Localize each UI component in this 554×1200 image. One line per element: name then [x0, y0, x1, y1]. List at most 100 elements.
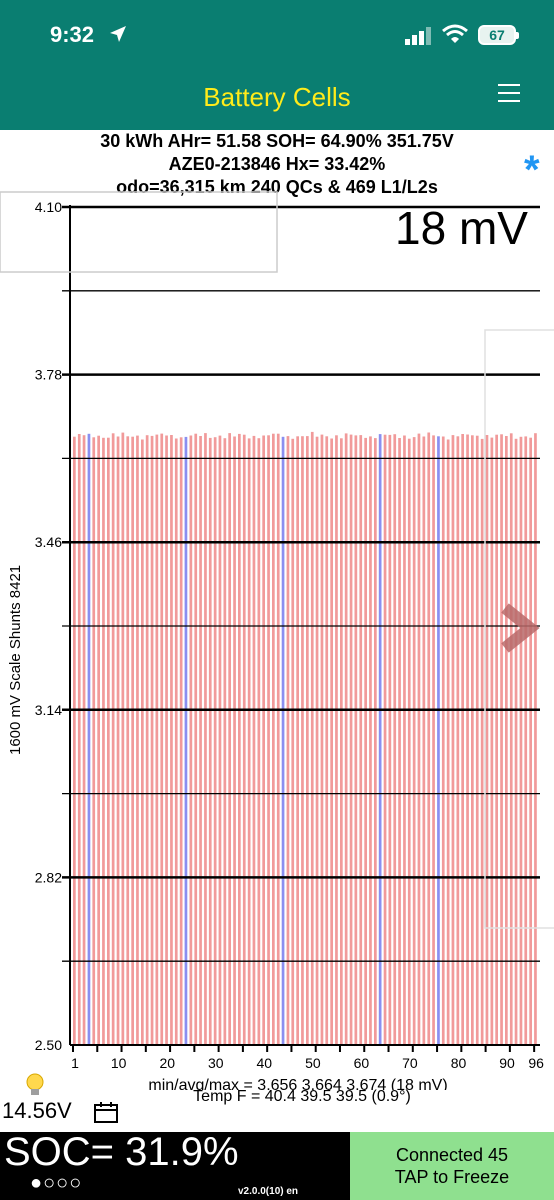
- cell-bar: [514, 438, 518, 1045]
- cell-bar: [310, 431, 314, 1045]
- cell-bar: [189, 435, 193, 1045]
- cell-bar: [213, 437, 217, 1045]
- page-indicator[interactable]: ●○○○: [30, 1172, 83, 1194]
- cell-bar: [97, 435, 100, 1045]
- cell-bar: [374, 438, 377, 1046]
- cell-bar: [398, 438, 401, 1045]
- cell-bar: [170, 435, 173, 1045]
- zoom-box[interactable]: [0, 191, 278, 273]
- cell-bar: [223, 438, 227, 1045]
- cell-bar: [451, 435, 455, 1046]
- cell-bar: [272, 433, 275, 1045]
- cell-bar: [155, 434, 159, 1046]
- x-tick-label: 10: [111, 1055, 127, 1071]
- calendar-icon[interactable]: [94, 1101, 118, 1123]
- cell-bar: [461, 434, 464, 1045]
- cell-bar: [369, 436, 372, 1045]
- cell-bar: [126, 436, 130, 1045]
- cell-bar: [208, 437, 212, 1045]
- cell-bar: [354, 435, 358, 1045]
- cell-bar: [102, 437, 105, 1045]
- aux-voltage: 14.56V: [2, 1098, 72, 1123]
- battery-info: 30 kWh AHr= 51.58 SOH= 64.90% 351.75V AZ…: [0, 130, 554, 199]
- cell-bar: [301, 436, 304, 1045]
- menu-icon[interactable]: [498, 78, 520, 110]
- next-page-area[interactable]: [484, 329, 554, 929]
- lightbulb-icon[interactable]: [24, 1072, 46, 1098]
- cell-bar: [475, 435, 479, 1045]
- x-tick-label: 1: [71, 1055, 79, 1071]
- cell-bar: [393, 434, 397, 1045]
- x-tick-label: 90: [499, 1055, 515, 1071]
- cell-bar: [136, 435, 139, 1046]
- y-tick-label: 3.14: [35, 702, 62, 718]
- cell-bar: [359, 435, 363, 1046]
- cell-bar: [495, 434, 498, 1045]
- x-tick-label: 70: [402, 1055, 418, 1071]
- cell-bar: [441, 436, 445, 1045]
- battery-icon: 67: [478, 25, 519, 45]
- y-tick-label: 3.46: [35, 534, 62, 550]
- cell-bar: [281, 436, 285, 1045]
- y-tick-label: 4.10: [35, 199, 62, 215]
- cell-bar: [519, 436, 523, 1045]
- cell-bar: [145, 435, 149, 1045]
- cell-bar: [509, 433, 513, 1045]
- cell-bar: [87, 433, 91, 1045]
- connect-freeze-button[interactable]: Connected 45 TAP to Freeze: [350, 1132, 554, 1200]
- cell-bar: [233, 436, 236, 1045]
- min-avg-max-stats: min/avg/max = 3.656 3.664 3.674 (18 mV): [148, 1077, 447, 1090]
- cell-bar: [383, 434, 387, 1045]
- cell-bar: [446, 439, 450, 1045]
- cell-bar: [485, 435, 489, 1045]
- soc-value: SOC= 31.9%: [4, 1130, 239, 1174]
- cell-bar: [388, 434, 392, 1045]
- y-tick-label: 2.50: [35, 1037, 62, 1053]
- cell-bar: [403, 435, 406, 1045]
- location-arrow-icon: [110, 26, 126, 42]
- cell-bar: [422, 436, 426, 1045]
- y-tick-label: 2.82: [35, 869, 62, 885]
- x-tick-label: 40: [257, 1055, 273, 1071]
- app-header: Battery Cells: [0, 64, 554, 130]
- cell-bar: [320, 434, 324, 1046]
- cell-bar: [165, 435, 168, 1045]
- cell-voltage-chart[interactable]: 18 mV 1600 mV Scale Shunts 8421 4.10 3.78…: [0, 190, 554, 1090]
- cell-bar: [116, 436, 120, 1045]
- cell-bar: [179, 437, 183, 1045]
- cell-bar: [199, 436, 202, 1045]
- cell-bar: [529, 437, 532, 1045]
- cell-bar: [364, 437, 367, 1045]
- star-icon[interactable]: *: [524, 148, 540, 192]
- cell-bar: [432, 435, 435, 1045]
- cell-bar: [107, 437, 110, 1045]
- cell-bar: [204, 433, 207, 1046]
- cell-bar: [524, 436, 528, 1045]
- cell-bar: [378, 434, 382, 1046]
- info-line-2: AZE0-213846 Hx= 33.42%: [168, 154, 386, 174]
- next-arrow-icon[interactable]: [501, 603, 540, 653]
- cell-bar: [121, 432, 125, 1046]
- cell-bar: [490, 437, 494, 1046]
- x-tick-label: 50: [305, 1055, 321, 1071]
- cell-bar: [296, 436, 299, 1045]
- cell-bar: [238, 433, 241, 1045]
- chart-title: 18 mV: [395, 202, 528, 254]
- cell-bar: [335, 435, 338, 1045]
- cell-bar: [194, 433, 198, 1045]
- cell-bar: [407, 438, 411, 1045]
- cell-bar: [456, 436, 460, 1045]
- cell-bar: [349, 434, 353, 1046]
- cell-bar: [267, 435, 270, 1045]
- cell-bar: [242, 434, 246, 1045]
- cell-bar: [174, 438, 178, 1045]
- cell-bar: [160, 433, 164, 1046]
- info-line-1: 30 kWh AHr= 51.58 SOH= 64.90% 351.75V: [100, 131, 454, 151]
- cell-bar: [505, 436, 508, 1045]
- cell-bar: [480, 438, 484, 1045]
- cell-bar: [247, 438, 251, 1045]
- version-label: v2.0.0(10) en: [238, 1186, 299, 1197]
- cell-bar: [73, 436, 76, 1045]
- status-bar: 9:32 67: [0, 0, 554, 64]
- cell-bar: [262, 435, 265, 1045]
